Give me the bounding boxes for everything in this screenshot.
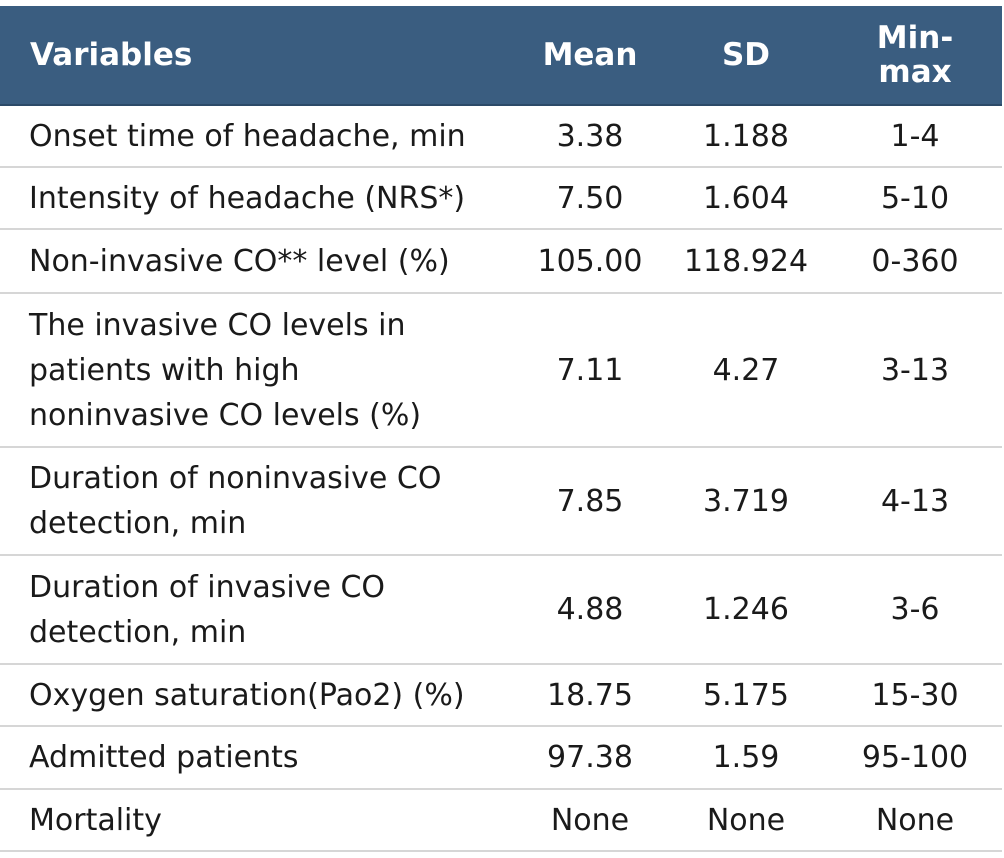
cell-variable-line: Duration of invasive CO: [29, 569, 386, 605]
cell-minmax: 4-13: [880, 483, 950, 519]
header-mean: Mean: [542, 37, 638, 73]
cell-variable-line: Onset time of headache, min: [29, 118, 466, 154]
cell-variable-line: detection, min: [29, 506, 247, 541]
cell-sd: 118.924: [683, 243, 809, 279]
table-row: Mortality None None None: [0, 790, 1002, 852]
table-body: Onset time of headache, min 3.38 1.188 1-4 I…: [0, 106, 1002, 852]
header-variables: Variables: [30, 37, 193, 73]
table-row: Intensity of headache (NRS*) 7.50 1.604 5-1…: [0, 168, 1002, 230]
table-row: Oxygen saturation(Pao2) (%) 18.75 5.175 15-…: [0, 665, 1002, 727]
statistics-table: Variables Mean SD Min- max Onset time of…: [0, 6, 1002, 852]
cell-sd: 3.719: [703, 483, 789, 519]
cell-variable-line: Intensity of headache (NRS*): [29, 180, 466, 216]
cell-mean: 3.38: [556, 118, 624, 154]
cell-variable: Admitted patients: [0, 735, 516, 780]
table-header: Variables Mean SD Min- max: [0, 6, 1002, 106]
table-row: Duration of invasive CO detection, min 4.8…: [0, 556, 1002, 665]
cell-mean: None: [550, 802, 630, 838]
cell-mean: 105.00: [537, 243, 643, 279]
cell-variable: Oxygen saturation(Pao2) (%): [0, 673, 516, 718]
table-row: Non-invasive CO** level (%) 105.00 118.924…: [0, 230, 1002, 294]
cell-sd: None: [706, 802, 786, 838]
cell-variable: Duration of noninvasive CO detection, min: [0, 456, 516, 546]
cell-variable-line: detection, min: [29, 614, 247, 650]
table-row: Admitted patients 97.38 1.59 95-100: [0, 727, 1002, 790]
cell-variable-line: Duration of noninvasive CO: [29, 461, 442, 496]
cell-variable-line: Oxygen saturation(Pao2) (%): [29, 677, 465, 713]
cell-variable: Non-invasive CO** level (%): [0, 239, 516, 284]
cell-variable-line: Mortality: [29, 802, 162, 838]
cell-mean: 18.75: [547, 677, 633, 713]
cell-minmax: 5-10: [880, 180, 950, 216]
cell-variable: Mortality: [0, 798, 516, 843]
cell-variable-line: The invasive CO levels in: [29, 307, 406, 343]
header-minmax-line1: Min-: [876, 20, 954, 56]
cell-sd: 1.188: [703, 118, 789, 154]
cell-variable-line: Admitted patients: [29, 740, 299, 775]
cell-variable: Duration of invasive CO detection, min: [0, 565, 516, 655]
table-row: Onset time of headache, min 3.38 1.188 1-4: [0, 106, 1002, 168]
cell-mean: 7.50: [556, 180, 624, 216]
cell-mean: 7.11: [556, 352, 624, 388]
table-row: The invasive CO levels in patients with h…: [0, 294, 1002, 448]
cell-variable-line: noninvasive CO levels (%): [29, 397, 422, 433]
cell-sd: 4.27: [712, 352, 780, 388]
cell-minmax: 95-100: [861, 740, 969, 775]
table-row: Duration of noninvasive CO detection, min…: [0, 448, 1002, 556]
header-minmax-line2: max: [878, 54, 952, 90]
cell-sd: 1.59: [712, 740, 780, 775]
cell-sd: 1.246: [703, 592, 789, 627]
cell-sd: 5.175: [703, 677, 789, 713]
cell-minmax: None: [875, 802, 955, 838]
cell-minmax: 3-6: [890, 592, 940, 627]
cell-variable-line: Non-invasive CO** level (%): [29, 243, 450, 279]
cell-mean: 4.88: [556, 592, 624, 627]
cell-variable-line: patients with high: [29, 352, 300, 388]
cell-variable: The invasive CO levels in patients with h…: [0, 303, 516, 438]
cell-variable: Intensity of headache (NRS*): [0, 176, 516, 221]
header-minmax: Min- max: [828, 21, 1002, 89]
cell-variable: Onset time of headache, min: [0, 114, 516, 159]
cell-sd: 1.604: [703, 180, 789, 216]
cell-minmax: 0-360: [871, 243, 959, 279]
header-sd: SD: [721, 37, 771, 73]
cell-mean: 97.38: [547, 740, 633, 775]
cell-minmax: 1-4: [890, 118, 940, 154]
cell-minmax: 3-13: [880, 352, 950, 388]
cell-mean: 7.85: [556, 483, 624, 519]
cell-minmax: 15-30: [871, 677, 959, 713]
